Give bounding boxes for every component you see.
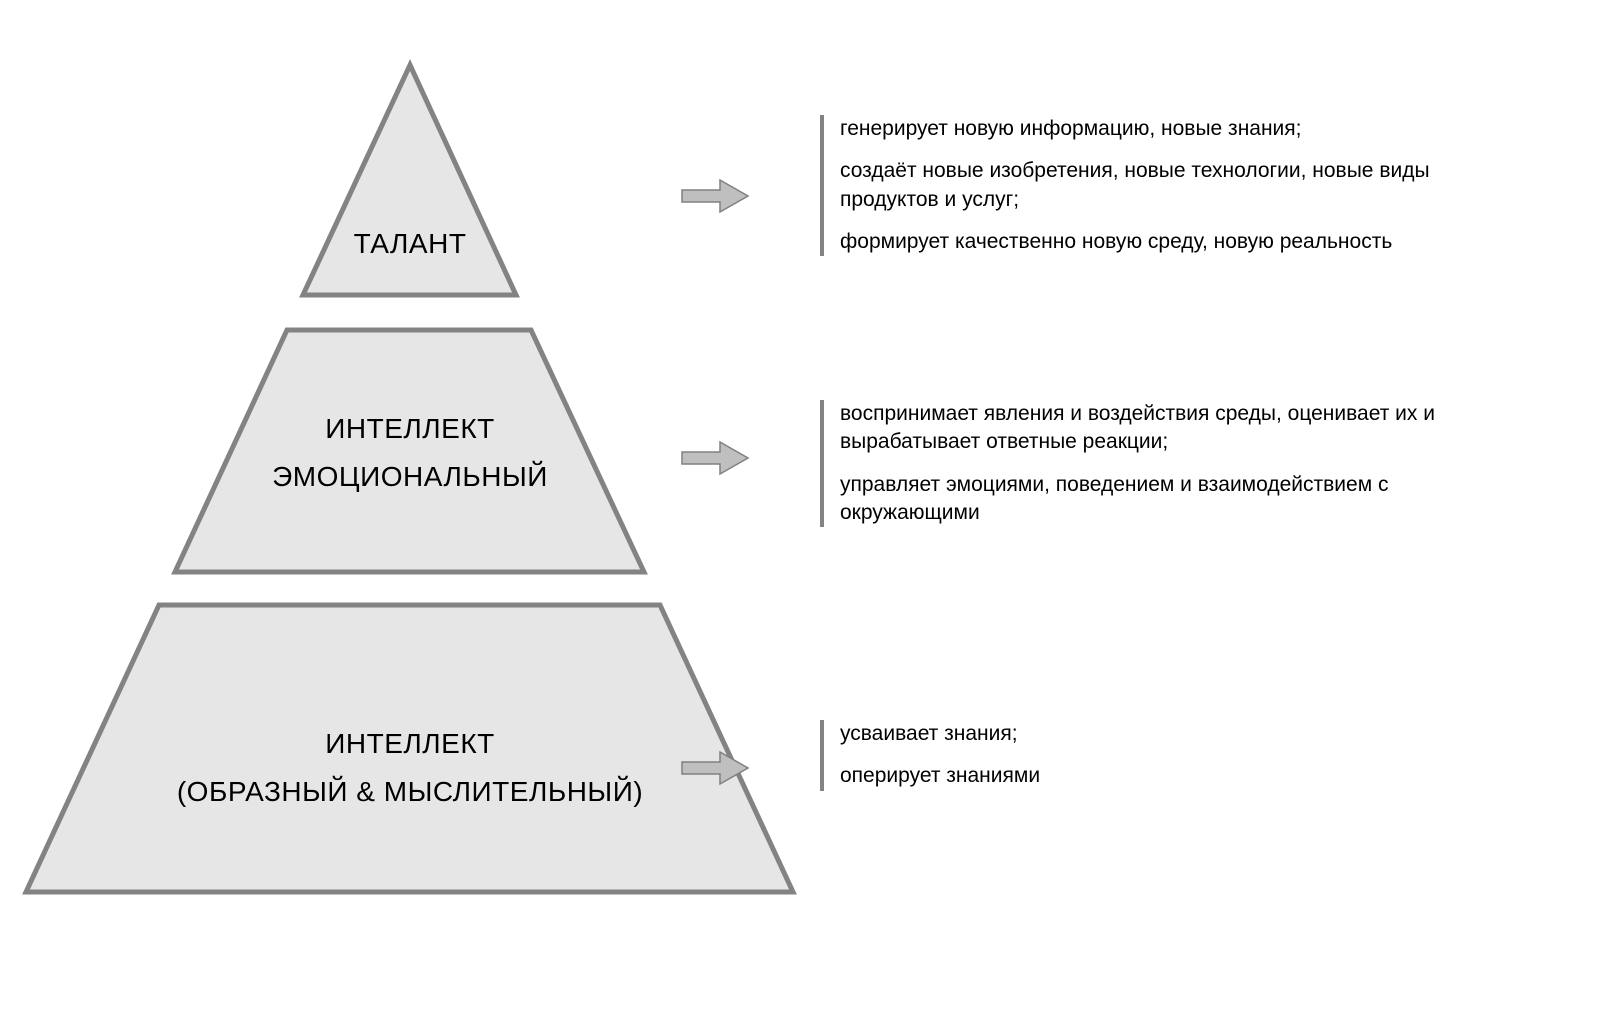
layer-bottom-label: ИНТЕЛЛЕКТ (ОБРАЗНЫЙ & МЫСЛИТЕЛЬНЫЙ) [160,720,660,815]
desc-top: генерирует новую информацию, новые знани… [820,115,1520,256]
desc-bullet: усваивает знания; [840,720,1320,748]
desc-bullet: оперирует знаниями [840,762,1320,790]
desc-bullet: генерирует новую информацию, новые знани… [840,115,1520,143]
desc-bullet: воспринимает явления и воздействия среды… [840,400,1520,457]
desc-bullet: управляет эмоциями, поведением и взаимод… [840,471,1520,528]
desc-middle: воспринимает явления и воздействия среды… [820,400,1520,527]
layer-middle-label: ИНТЕЛЛЕКТ ЭМОЦИОНАЛЬНЫЙ [210,405,610,500]
desc-bullet: создаёт новые изобретения, новые техноло… [840,157,1520,214]
desc-bullet: формирует качественно новую среду, новую… [840,228,1520,256]
arrow-bottom [680,750,750,786]
arrow-top [680,178,750,214]
layer-top-label: ТАЛАНТ [310,220,510,268]
pyramid-diagram: ТАЛАНТ ИНТЕЛЛЕКТ ЭМОЦИОНАЛЬНЫЙ ИНТЕЛЛЕКТ… [0,0,1600,1018]
arrow-middle [680,440,750,476]
desc-bottom: усваивает знания; оперирует знаниями [820,720,1320,791]
